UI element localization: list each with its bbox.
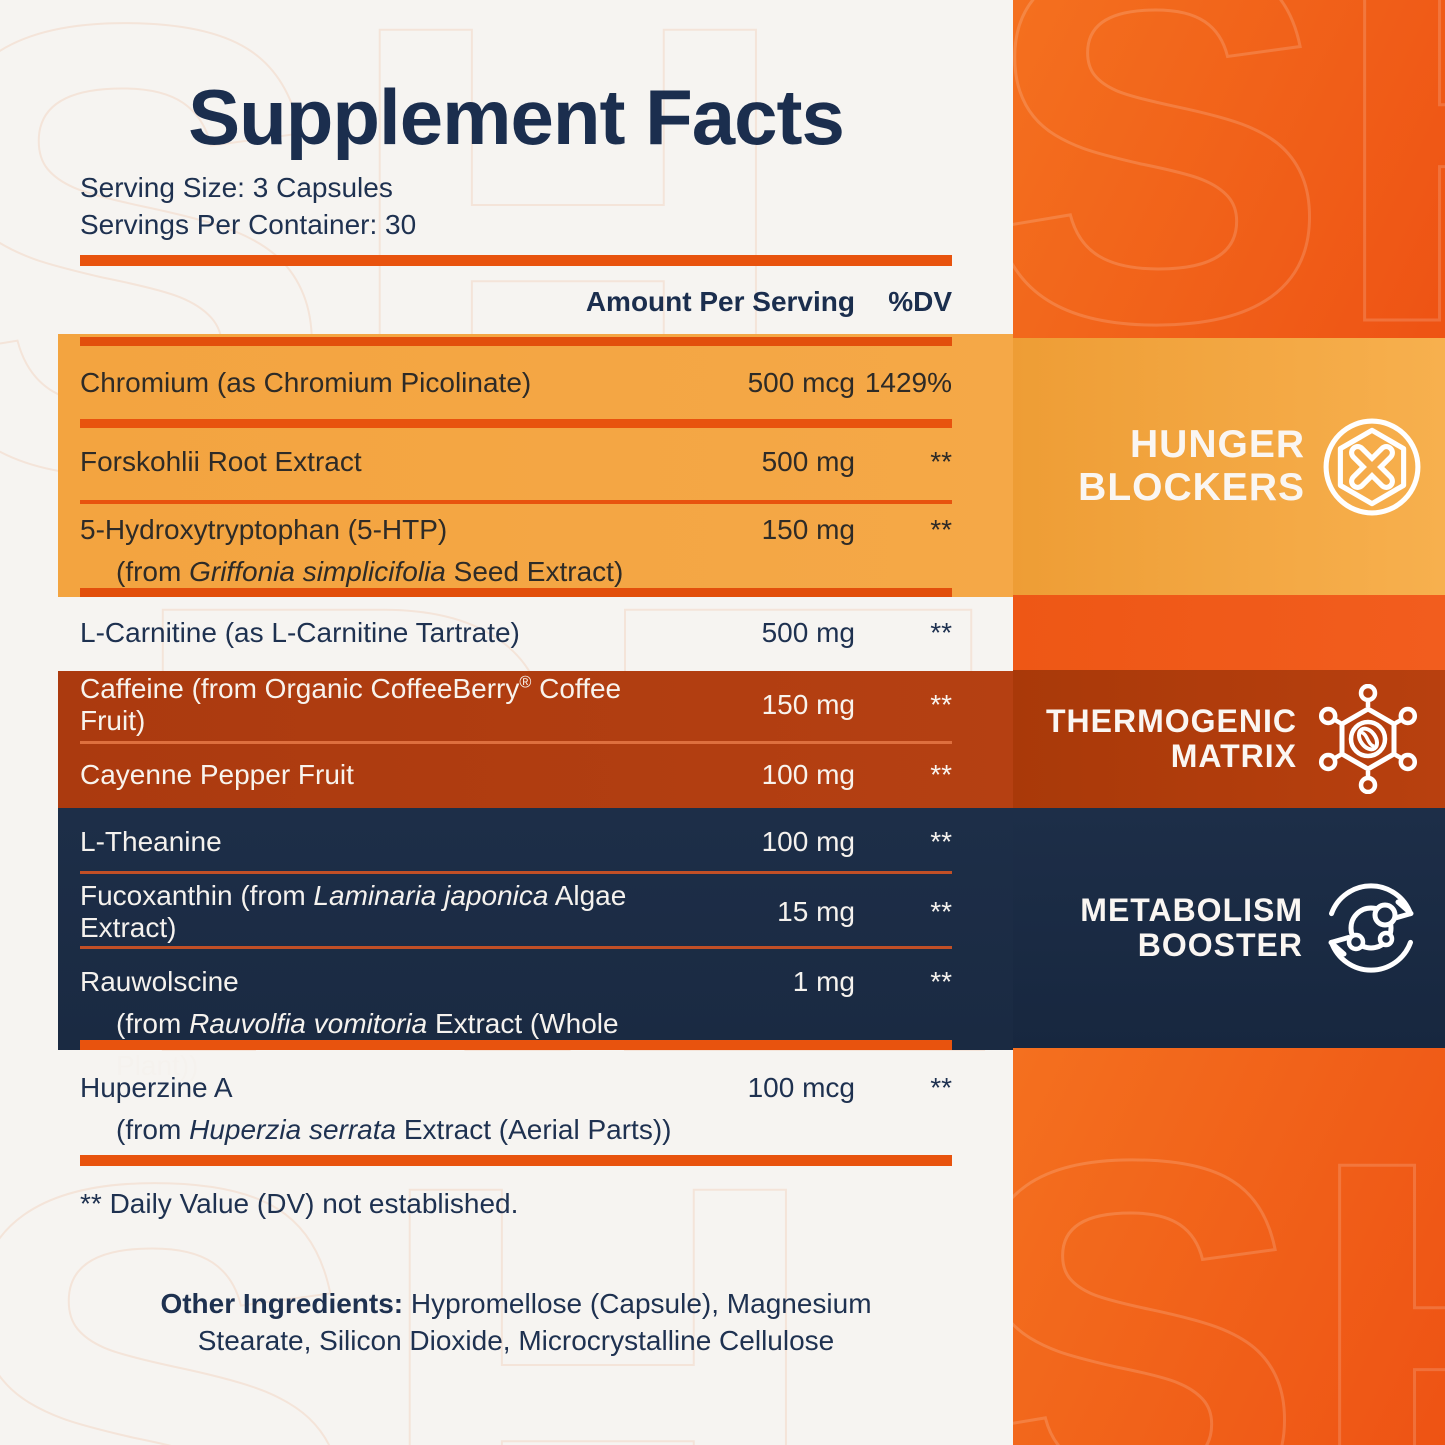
molecule-coffee-bean-icon: [1318, 684, 1418, 794]
other-ingredients: Other Ingredients: Hypromellose (Capsule…: [100, 1286, 932, 1360]
ingredient-name: Fucoxanthin (from Laminaria japonica Alg…: [80, 880, 627, 943]
panel-watermark-bottom: SH: [1013, 1052, 1445, 1445]
panel-gap-band: [1013, 595, 1445, 670]
ingredient-dv: 1429%: [864, 367, 952, 398]
table-row-forskohlii: Forskohlii Root Extract 500 mg **: [80, 432, 952, 492]
ingredient-name: Huperzine A (from Huperzia serrata Extra…: [80, 1067, 685, 1151]
ingredient-name: Cayenne Pepper Fruit: [80, 759, 354, 790]
ingredient-dv: **: [930, 446, 952, 477]
serving-size: Serving Size: 3 Capsules: [80, 172, 393, 203]
table-row-lcarnitine: L-Carnitine (as L-Carnitine Tartrate) 50…: [80, 602, 952, 664]
metabolism-booster-title: METABOLISM BOOSTER: [1080, 891, 1303, 963]
ingredient-name: Rauwolscine (from Rauvolfia vomitoria Ex…: [80, 961, 685, 1087]
divider-after-fucoxanthin: [80, 946, 952, 949]
ingredient-amount: 100 mcg: [747, 1072, 855, 1103]
ingredient-amount: 100 mg: [761, 759, 855, 790]
panel-bottom-band: SH: [1013, 1048, 1445, 1445]
page-title: Supplement Facts: [188, 73, 845, 161]
ingredient-dv: **: [930, 826, 952, 857]
ingredient-dv: **: [930, 514, 952, 545]
ingredient-dv: **: [930, 896, 952, 927]
hunger-blockers-title: HUNGER BLOCKERS: [1078, 422, 1305, 509]
hunger-blockers-section-bg: [58, 334, 1013, 597]
table-row-cayenne: Cayenne Pepper Fruit 100 mg **: [80, 746, 952, 804]
ingredient-amount: 1 mg: [792, 966, 855, 997]
ingredient-name: L-Carnitine (as L-Carnitine Tartrate): [80, 617, 520, 648]
panel-top-band: SH: [1013, 0, 1445, 338]
table-row-caffeine: Caffeine (from Organic CoffeeBerry® Coff…: [80, 673, 952, 736]
ingredient-dv: **: [930, 689, 952, 720]
ingredient-source: (from Rauvolfia vomitoria Extract (Whole…: [116, 1008, 619, 1081]
category-panel: SH HUNGER BLOCKERS THERMO: [1013, 0, 1445, 1445]
hunger-blockers-band: HUNGER BLOCKERS: [1013, 338, 1445, 595]
thermogenic-matrix-band: THERMOGENIC MATRIX: [1013, 670, 1445, 808]
top-divider-bar: [80, 255, 952, 266]
other-ingredients-label: Other Ingredients:: [160, 1288, 404, 1319]
dv-footnote: ** Daily Value (DV) not established.: [80, 1188, 519, 1219]
ingredient-name: Caffeine (from Organic CoffeeBerry® Coff…: [80, 673, 622, 736]
ingredient-name: 5-Hydroxytryptophan (5-HTP) (from Griffo…: [80, 509, 685, 593]
ingredient-amount: 500 mg: [761, 446, 855, 477]
ingredient-amount: 500 mg: [761, 617, 855, 648]
section-top-bar: [80, 337, 952, 346]
table-row-5htp: 5-Hydroxytryptophan (5-HTP) (from Griffo…: [80, 509, 952, 589]
divider-after-ltheanine: [80, 871, 952, 874]
other-ingredients-text: Hypromellose (Capsule), Magnesium Steara…: [197, 1288, 872, 1356]
bottom-divider-bar: [80, 1155, 952, 1166]
table-row-chromium: Chromium (as Chromium Picolinate) 500 mc…: [80, 352, 952, 414]
ingredient-amount: 100 mg: [761, 826, 855, 857]
servings-per-container: Servings Per Container: 30: [80, 209, 417, 240]
ingredient-source: (from Griffonia simplicifolia Seed Extra…: [116, 556, 624, 587]
thermogenic-matrix-title: THERMOGENIC MATRIX: [1046, 702, 1297, 774]
divider-after-forskohlii: [80, 500, 952, 504]
divider-after-chromium: [80, 419, 952, 428]
ingredient-amount: 15 mg: [777, 896, 855, 927]
amount-column-header: Amount Per Serving: [585, 286, 855, 317]
metabolism-booster-band: METABOLISM BOOSTER: [1013, 808, 1445, 1048]
svg-text:SH: SH: [1013, 1053, 1445, 1445]
table-row-ltheanine: L-Theanine 100 mg **: [80, 812, 952, 872]
ingredient-amount: 150 mg: [761, 514, 855, 545]
ingredient-dv: **: [930, 617, 952, 648]
thermogenic-section-bg: [58, 671, 1013, 808]
svg-text:SH: SH: [1013, 0, 1445, 338]
metabolism-section-bottom-bar: [80, 1040, 952, 1050]
table-row-rauwolscine: Rauwolscine (from Rauvolfia vomitoria Ex…: [80, 961, 952, 1081]
ingredient-amount: 150 mg: [761, 689, 855, 720]
divider-after-caffeine: [80, 741, 952, 744]
ingredient-name: Chromium (as Chromium Picolinate): [80, 367, 532, 398]
hexagon-x-block-icon: [1323, 418, 1421, 515]
panel-watermark-top: SH: [1013, 0, 1445, 338]
ingredient-name: L-Theanine: [80, 826, 222, 857]
table-row-huperzine: Huperzine A (from Huperzia serrata Extra…: [80, 1067, 952, 1147]
ingredient-dv: **: [930, 759, 952, 790]
cycle-arrows-cell-icon: [1328, 883, 1414, 973]
metabolism-section-bg: [58, 808, 1013, 1050]
ingredient-source: (from Huperzia serrata Extract (Aerial P…: [116, 1114, 672, 1145]
hunger-section-bottom-bar: [80, 588, 952, 597]
table-row-fucoxanthin: Fucoxanthin (from Laminaria japonica Alg…: [80, 880, 952, 943]
ingredient-name: Forskohlii Root Extract: [80, 446, 362, 477]
dv-column-header: %DV: [888, 286, 952, 317]
ingredient-dv: **: [930, 1072, 952, 1103]
ingredient-amount: 500 mcg: [747, 367, 855, 398]
ingredient-dv: **: [930, 966, 952, 997]
